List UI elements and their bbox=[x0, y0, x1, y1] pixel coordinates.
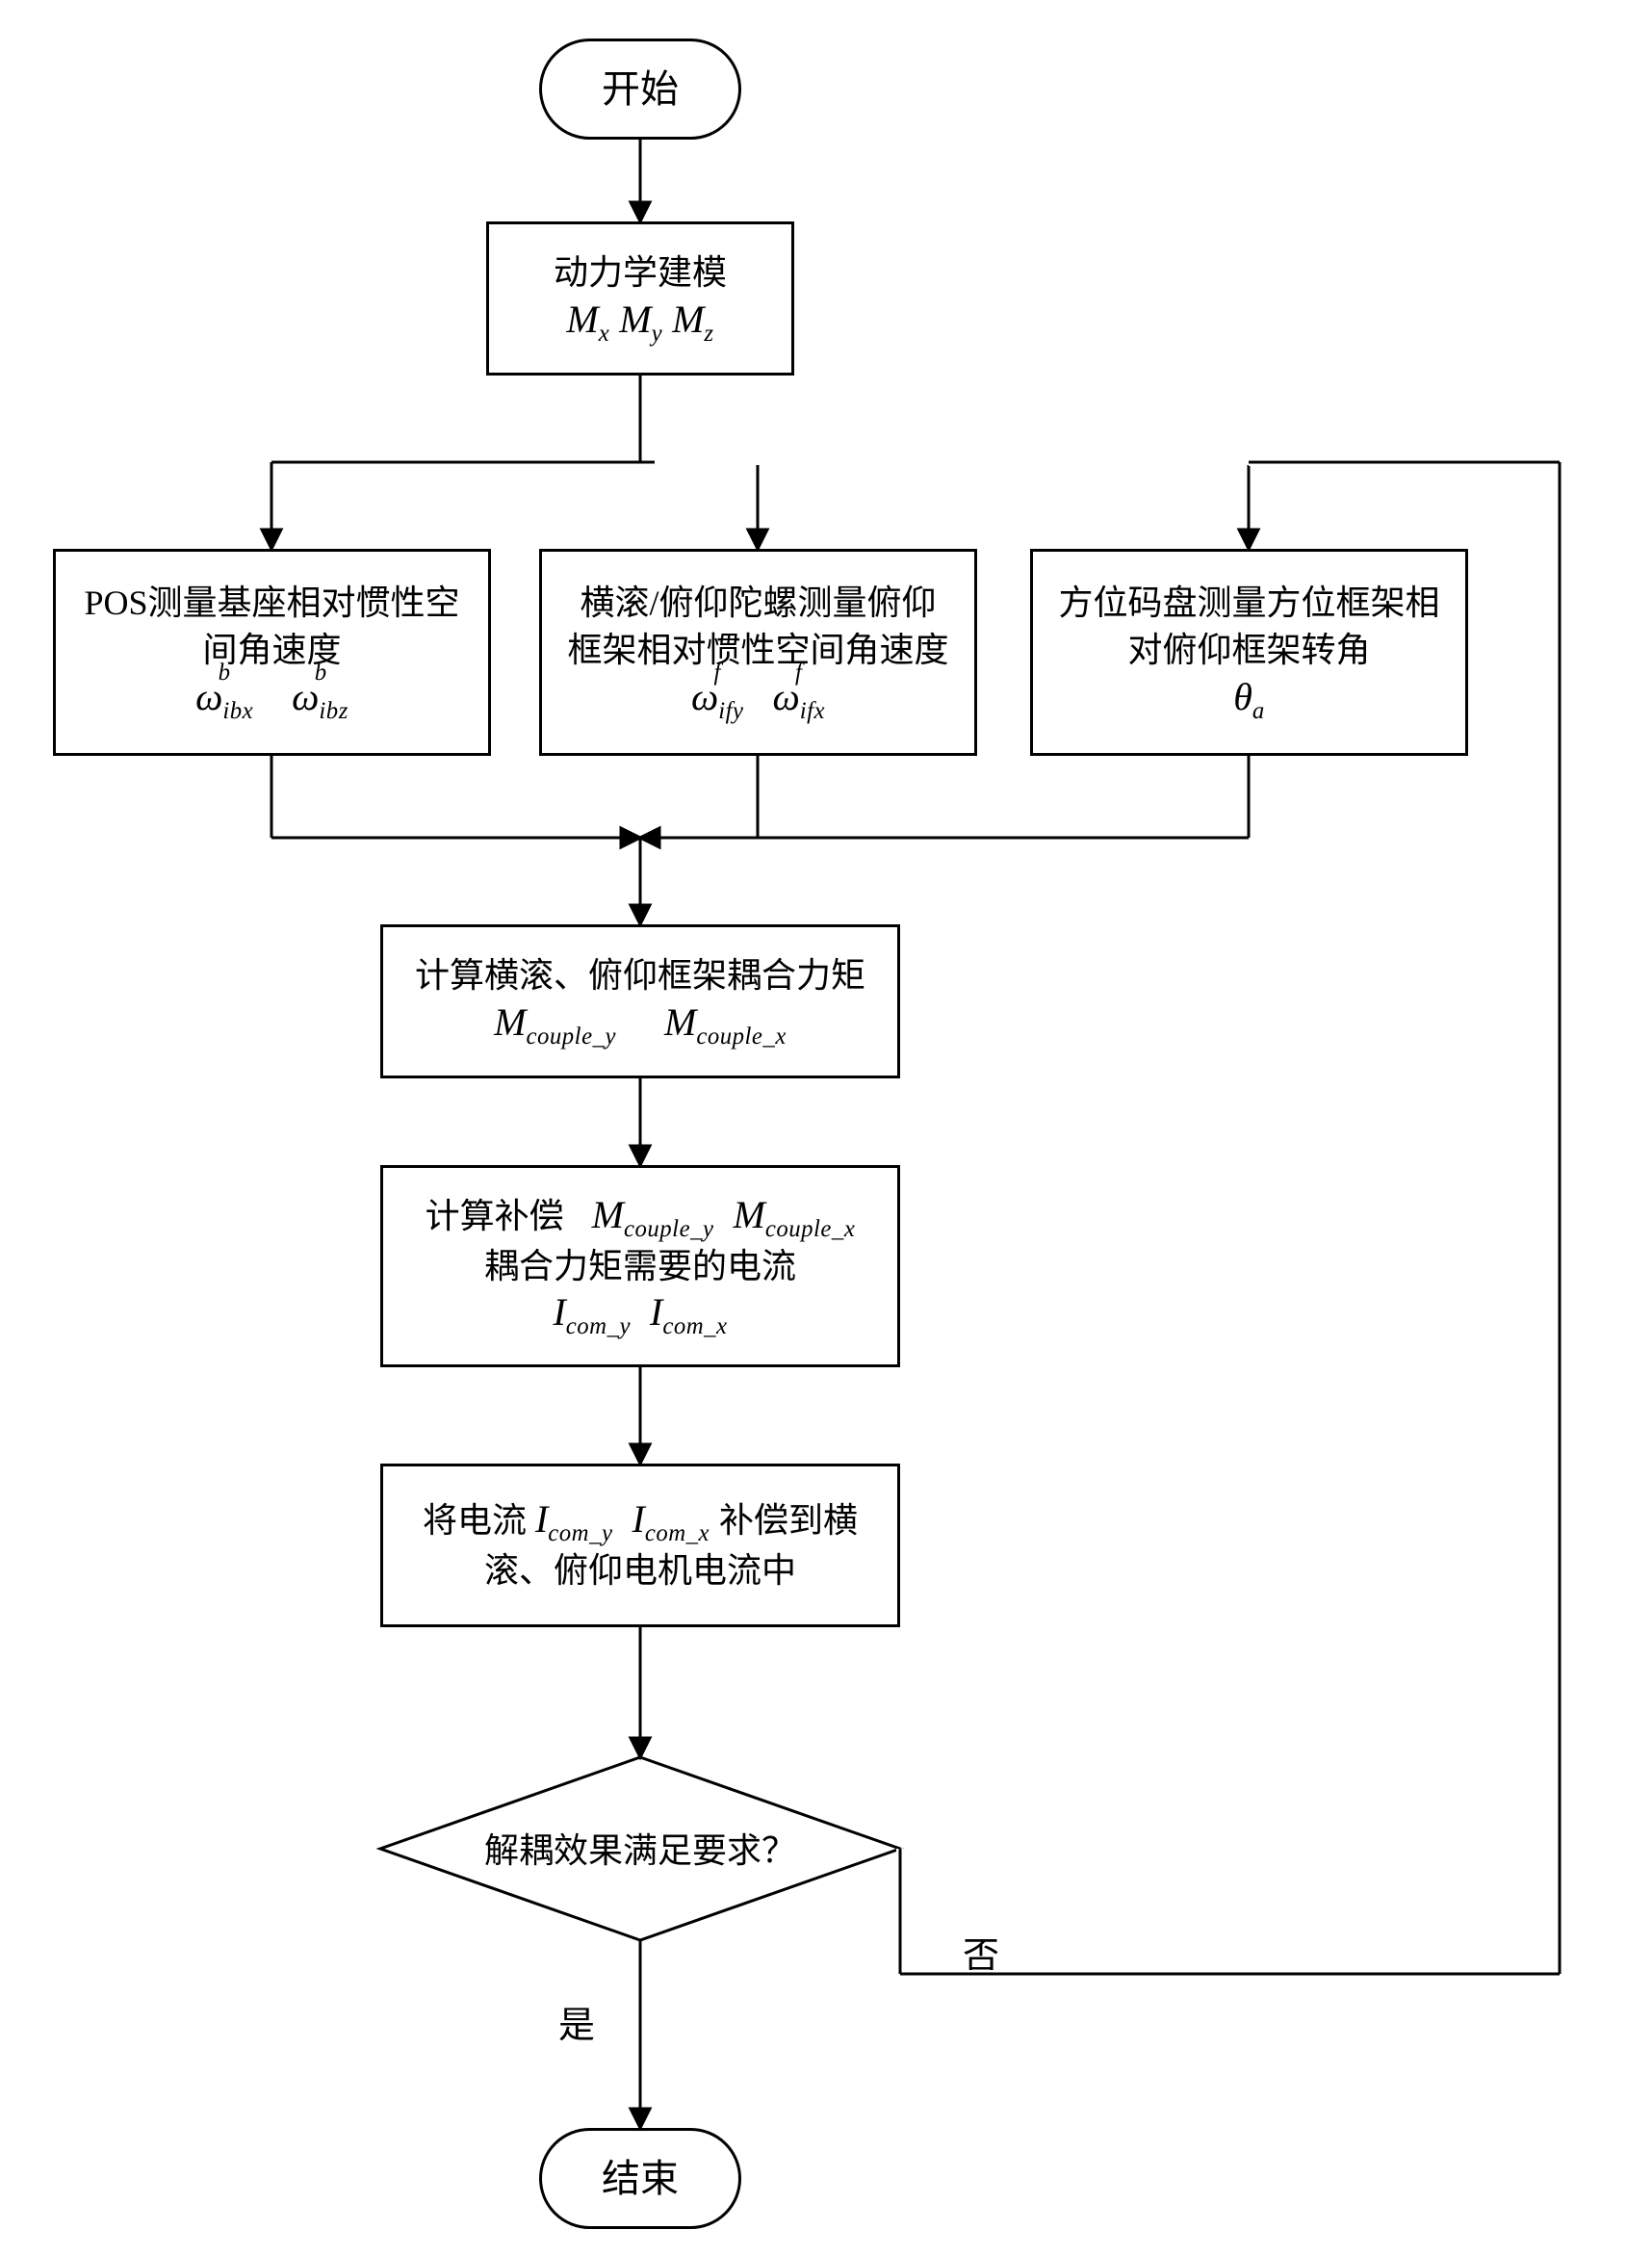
meas-left-l1: POS测量基座相对惯性空 bbox=[84, 580, 459, 627]
decision-yes-label: 是 bbox=[558, 1995, 595, 2048]
process-meas-mid: 横滚/俯仰陀螺测量俯仰 框架相对惯性空间角速度 ωfify ωfifx bbox=[539, 549, 977, 756]
process-apply: 将电流 Icom_y Icom_x 补偿到横 滚、俯仰电机电流中 bbox=[380, 1464, 900, 1627]
current-row1: 计算补偿 Mcouple_y Mcouple_x bbox=[426, 1192, 856, 1243]
meas-mid-l2: 框架相对惯性空间角速度 bbox=[567, 627, 948, 674]
meas-left-formula: ωbibx ωbibz bbox=[195, 674, 348, 725]
start-label: 开始 bbox=[602, 64, 679, 116]
current-formula: Icom_y Icom_x bbox=[553, 1289, 727, 1340]
apply-row2: 滚、俯仰电机电流中 bbox=[484, 1547, 796, 1595]
end-label: 结束 bbox=[602, 2153, 679, 2205]
couple-formula: Mcouple_y Mcouple_x bbox=[494, 999, 787, 1050]
model-formula: Mx My Mz bbox=[566, 297, 713, 348]
flow-feedback bbox=[0, 0, 1652, 2256]
meas-right-l1: 方位码盘测量方位框架相 bbox=[1058, 580, 1439, 627]
process-current: 计算补偿 Mcouple_y Mcouple_x 耦合力矩需要的电流 Icom_… bbox=[380, 1165, 900, 1367]
meas-mid-l1: 横滚/俯仰陀螺测量俯仰 bbox=[580, 580, 936, 627]
process-couple: 计算横滚、俯仰框架耦合力矩 Mcouple_y Mcouple_x bbox=[380, 924, 900, 1078]
flowchart-canvas: 开始 动力学建模 Mx My Mz POS测量基座相对惯性空 间角速度 ωbib… bbox=[0, 0, 1652, 2256]
couple-l1: 计算横滚、俯仰框架耦合力矩 bbox=[415, 952, 865, 999]
meas-mid-formula: ωfify ωfifx bbox=[691, 674, 825, 725]
meas-right-l2: 对俯仰框架转角 bbox=[1127, 627, 1370, 674]
current-l2: 耦合力矩需要的电流 bbox=[484, 1243, 796, 1290]
apply-row1: 将电流 Icom_y Icom_x 补偿到横 bbox=[423, 1496, 858, 1547]
process-model: 动力学建模 Mx My Mz bbox=[486, 221, 794, 376]
process-meas-right: 方位码盘测量方位框架相 对俯仰框架转角 θa bbox=[1030, 549, 1468, 756]
terminal-end: 结束 bbox=[539, 2128, 741, 2229]
terminal-start: 开始 bbox=[539, 39, 741, 140]
flow-lines bbox=[0, 0, 1652, 2256]
meas-right-formula: θa bbox=[1233, 674, 1265, 725]
decision-no-label: 否 bbox=[963, 1926, 999, 1979]
process-meas-left: POS测量基座相对惯性空 间角速度 ωbibx ωbibz bbox=[53, 549, 491, 756]
decision-text: 解耦效果满足要求？ bbox=[462, 1828, 818, 1875]
model-line1: 动力学建模 bbox=[554, 249, 727, 297]
